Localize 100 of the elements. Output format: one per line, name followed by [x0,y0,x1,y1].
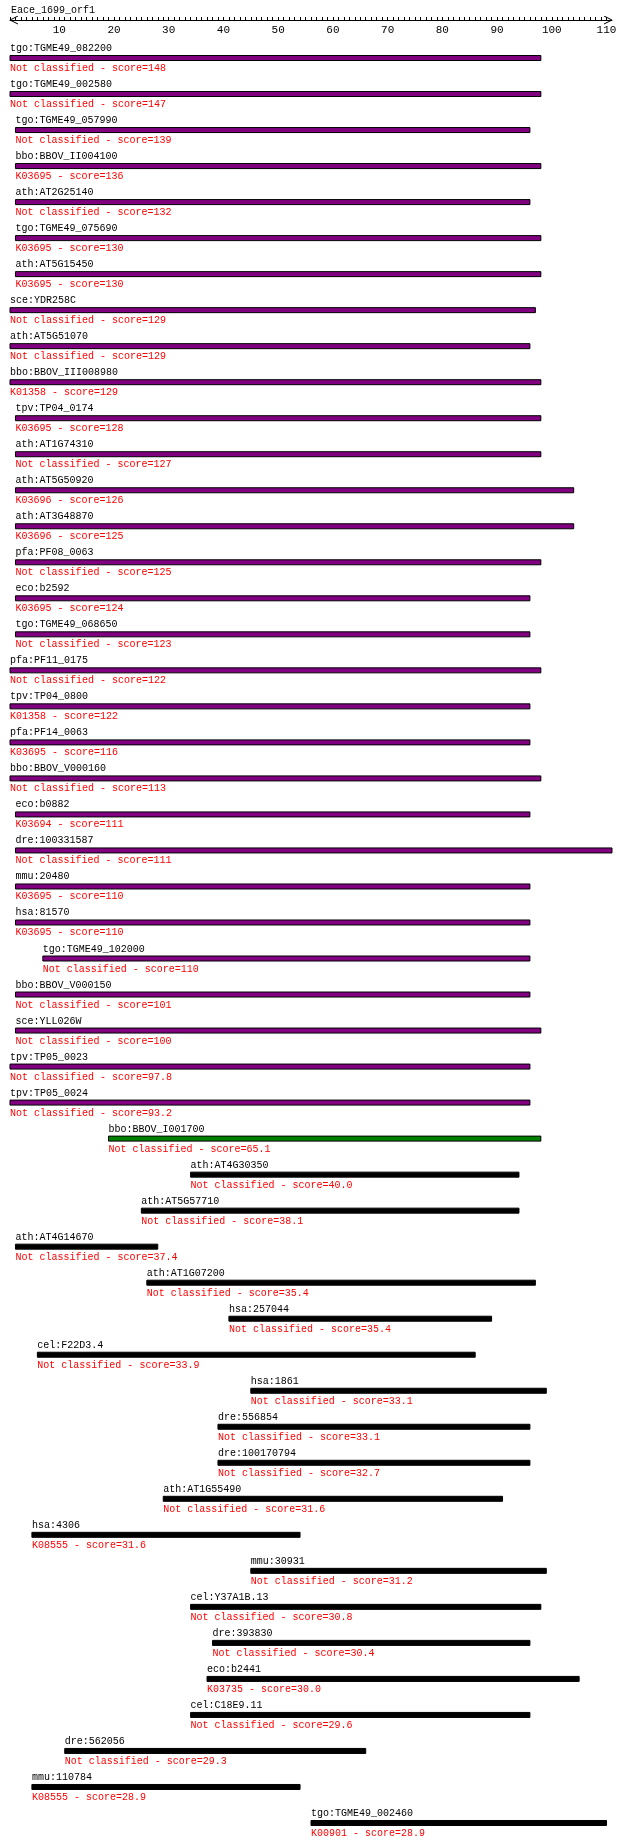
annotation: Not classified - score=33.1 [217,1431,380,1443]
bar [14,559,542,566]
bar [9,1063,531,1070]
annotation: Not classified - score=35.4 [146,1287,309,1299]
x-tick-label: 60 [326,23,340,36]
y-tick-label: hsa:1861 [250,1375,299,1387]
y-tick-label: ath:AT2G25140 [15,187,94,199]
x-tick-label: 40 [216,23,231,36]
y-tick-label: bbo:BBOV_V000160 [10,763,107,775]
y-tick-label: eco:b2441 [207,1663,262,1675]
y-tick-label: cel:F22D3.4 [37,1339,104,1351]
annotation: K00901 - score=28.9 [311,1827,426,1839]
bar [14,487,575,494]
y-tick-label: mmu:110784 [31,1771,92,1783]
bar [14,451,542,458]
annotation: Not classified - score=33.1 [250,1395,413,1407]
x-tick-label: 70 [381,23,395,36]
annotation: Not classified - score=97.8 [10,1071,173,1083]
bar [310,1819,608,1826]
x-tick-label: 110 [596,23,617,36]
bar [64,1747,367,1754]
y-tick-label: mmu:30931 [250,1555,305,1567]
annotation: K03695 - score=130 [15,279,124,291]
y-tick-label: ath:AT5G50920 [15,475,94,487]
bar [14,919,531,926]
bar [108,1135,542,1142]
annotation: Not classified - score=35.4 [228,1323,391,1335]
y-tick-label: tpv:TP04_0174 [15,403,94,415]
y-tick-label: pfa:PF14_0063 [10,727,89,739]
y-tick-label: pfa:PF11_0175 [10,655,89,667]
y-tick-label: ath:AT4G30350 [190,1159,269,1171]
y-tick-label: dre:393830 [212,1627,273,1639]
bar [14,595,531,602]
y-tick-label: tgo:TGME49_082200 [10,43,113,55]
bar [31,1783,301,1790]
annotation: Not classified - score=110 [42,963,199,975]
annotation: Not classified - score=32.7 [217,1467,380,1479]
annotation: Not classified - score=132 [15,207,172,219]
y-tick-label: dre:562056 [64,1735,125,1747]
y-tick-label: bbo:BBOV_I001700 [108,1123,205,1135]
y-tick-label: sce:YLL026W [15,1015,82,1027]
bar [14,127,531,134]
y-tick-label: tgo:TGME49_002580 [10,79,113,91]
x-tick-label: 90 [490,23,504,36]
bar [9,379,542,386]
annotation: Not classified - score=101 [15,999,172,1011]
annotation: K03696 - score=125 [15,531,124,543]
annotation: Not classified - score=30.4 [212,1647,375,1659]
bar [9,775,542,782]
annotation: Not classified - score=40.0 [190,1179,353,1191]
bar [42,955,531,962]
annotation: Not classified - score=148 [10,63,167,75]
annotation: Not classified - score=139 [15,135,172,147]
y-tick-label: hsa:4306 [31,1519,80,1531]
y-tick-label: tpv:TP05_0023 [10,1051,89,1063]
annotation: K08555 - score=28.9 [31,1791,146,1803]
x-tick-label: 50 [271,23,285,36]
bar [14,415,542,422]
annotation: Not classified - score=38.1 [141,1215,304,1227]
y-tick-label: hsa:81570 [15,907,70,919]
annotation: Not classified - score=31.2 [250,1575,413,1587]
y-tick-label: hsa:257044 [228,1303,289,1315]
bar [250,1567,547,1574]
x-tick-label: 20 [107,23,121,36]
chart-title: Eace_1699_orf1 [11,4,96,16]
bar [9,667,542,674]
y-tick-label: bbo:BBOV_II004100 [15,151,118,163]
bar [14,235,542,242]
bar [9,307,536,314]
bar [14,847,613,854]
bar [228,1315,493,1322]
bar [14,991,531,998]
y-tick-label: ath:AT4G14670 [15,1231,94,1243]
bar [206,1675,580,1682]
y-tick-label: sce:YDR258C [10,295,77,307]
y-tick-label: ath:AT3G48870 [15,511,94,523]
x-tick-label: 10 [52,23,66,36]
y-tick-label: tgo:TGME49_102000 [42,943,145,955]
y-tick-label: dre:100170794 [217,1447,296,1459]
bar [36,1351,476,1358]
annotation: Not classified - score=100 [15,1035,172,1047]
bar [211,1639,531,1646]
y-tick-label: ath:AT5G57710 [141,1195,220,1207]
annotation: K01358 - score=122 [10,711,119,723]
y-tick-label: tgo:TGME49_075690 [15,223,118,235]
annotation: K03695 - score=110 [15,927,124,939]
annotation: K03695 - score=128 [15,423,124,435]
annotation: Not classified - score=127 [15,459,172,471]
annotation: K03695 - score=136 [15,171,124,183]
annotation: K03735 - score=30.0 [207,1683,322,1695]
x-tick-label: 100 [541,23,562,36]
bar [250,1387,547,1394]
annotation: K03696 - score=126 [15,495,124,507]
y-tick-label: ath:AT5G51070 [10,331,89,343]
annotation: Not classified - score=111 [15,855,172,867]
y-tick-label: cel:Y37A1B.13 [190,1591,269,1603]
bar [217,1459,531,1466]
annotation: K03695 - score=110 [15,891,124,903]
annotation: Not classified - score=113 [10,783,167,795]
annotation: Not classified - score=65.1 [108,1143,271,1155]
